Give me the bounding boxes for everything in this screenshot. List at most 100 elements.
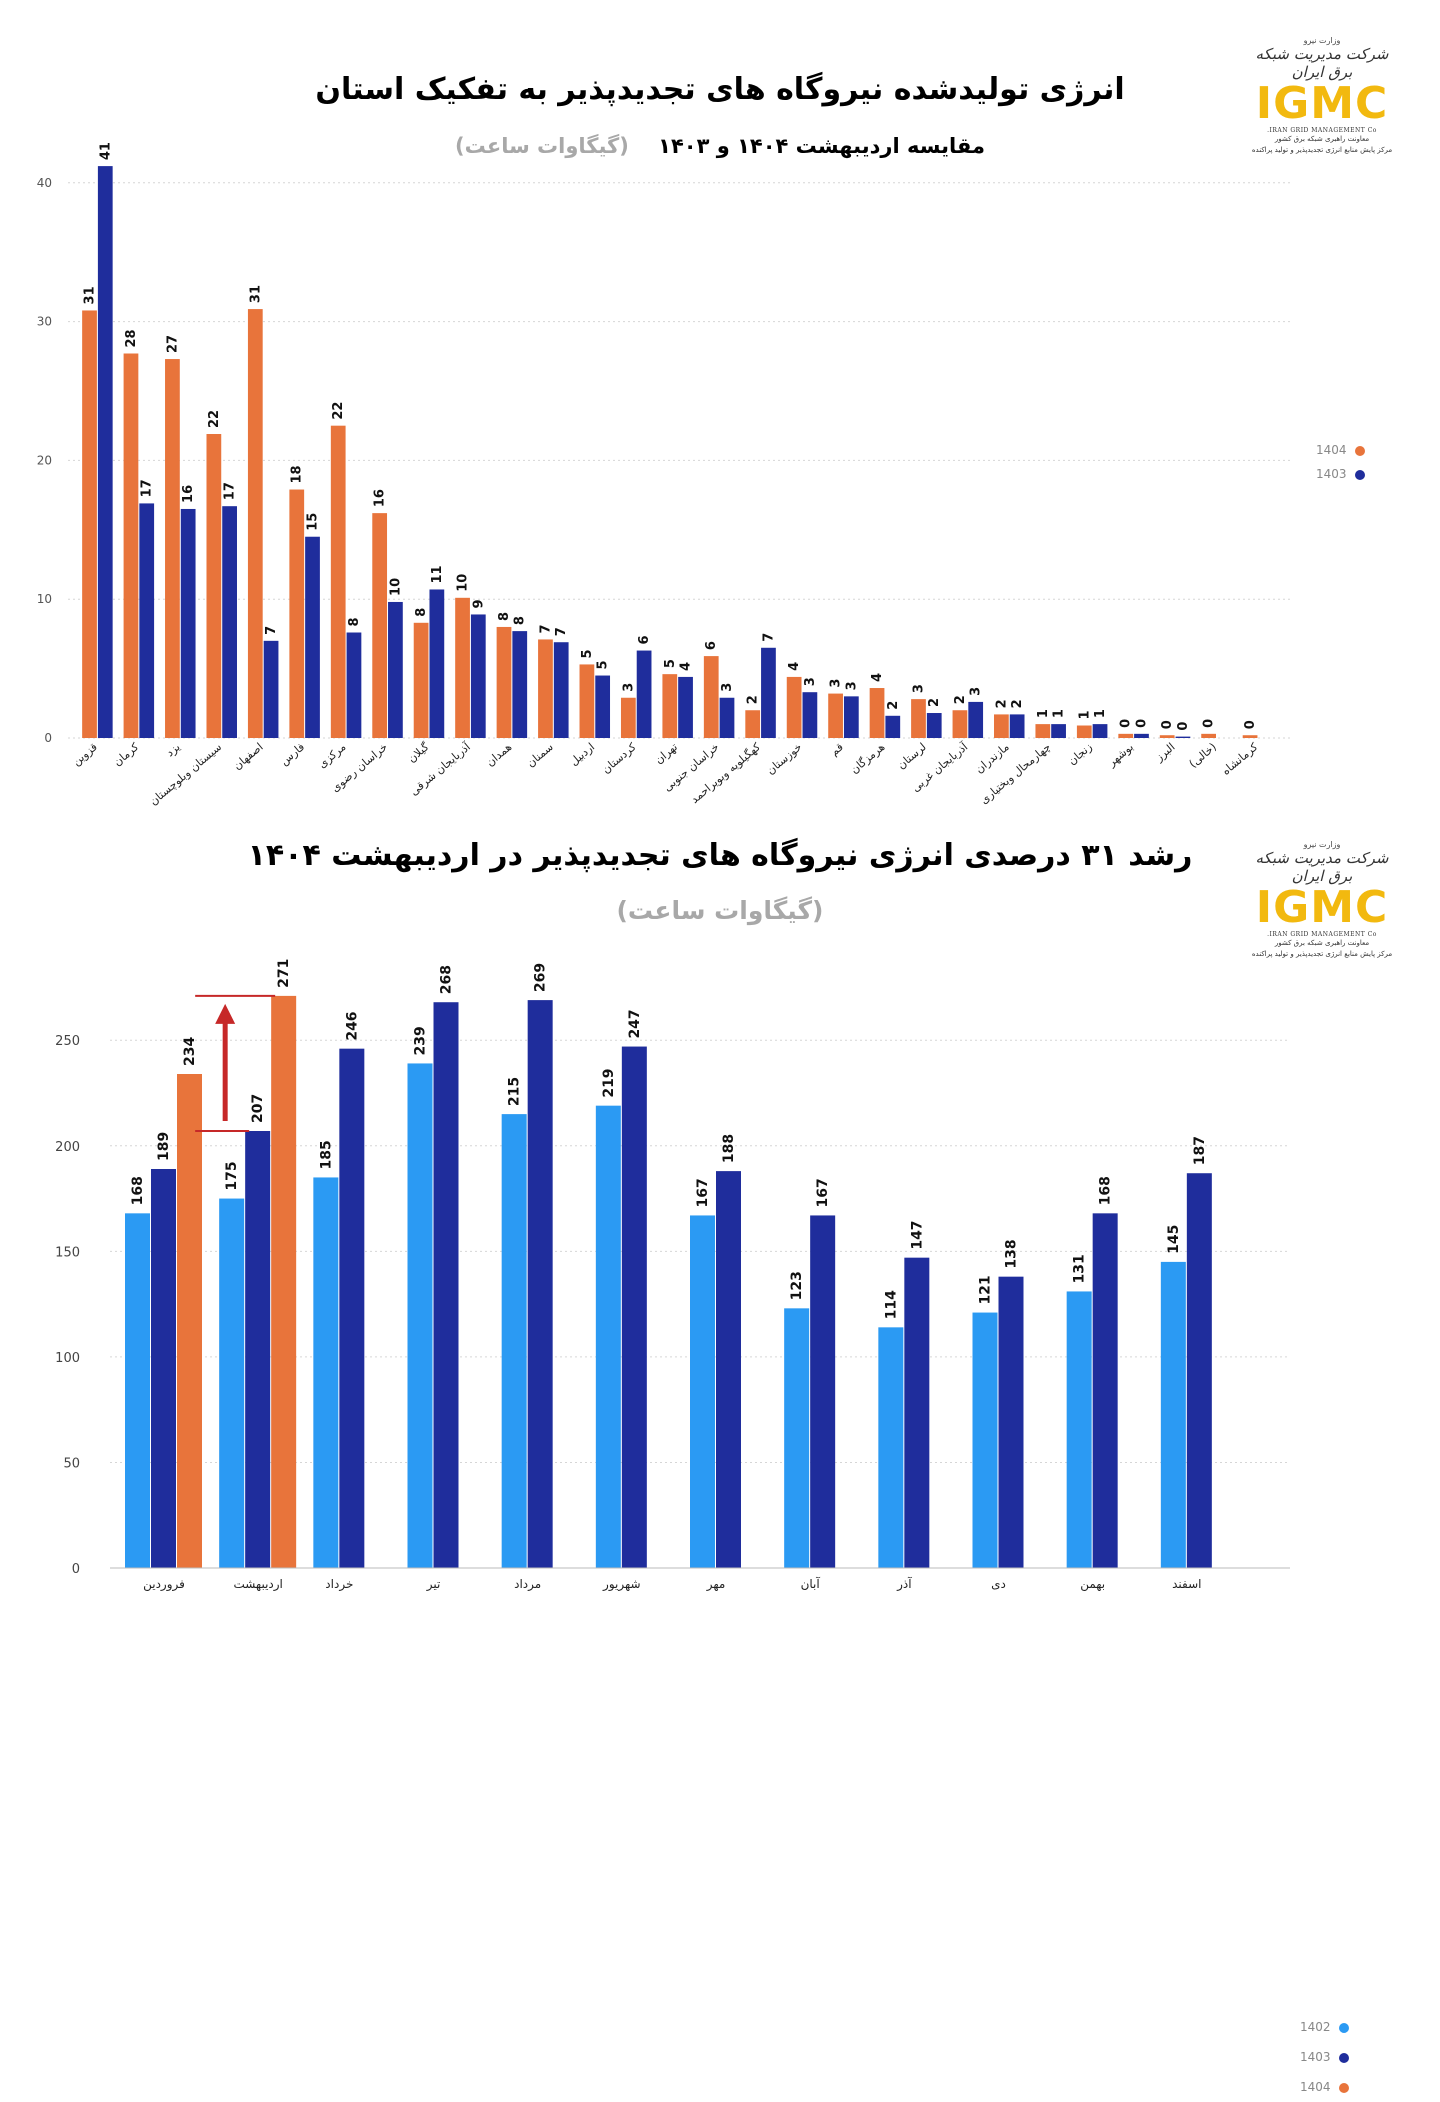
- chart2-subtitle: (گیگاوات ساعت): [616, 896, 824, 925]
- y-tick-label: 0: [44, 731, 52, 745]
- data-label: 131: [1072, 1254, 1088, 1283]
- data-label: 3: [621, 683, 636, 692]
- bar-1403: [1051, 724, 1066, 738]
- data-label: 188: [721, 1134, 737, 1163]
- legend-label-1404: 1404: [1300, 2080, 1331, 2094]
- data-label: 0: [1176, 722, 1191, 731]
- bar-1403: [527, 1000, 553, 1568]
- bar-1403: [968, 701, 984, 738]
- x-tick-label: مرکزی: [316, 740, 349, 771]
- x-tick-label: کردستان: [600, 740, 640, 776]
- bar-1403: [621, 1046, 647, 1568]
- bar-1404: [177, 1074, 202, 1568]
- data-label: 7: [761, 633, 776, 642]
- data-label: 1: [1036, 709, 1051, 718]
- bar-1403: [180, 508, 196, 738]
- data-label: 168: [1098, 1176, 1114, 1205]
- logo-line2-text: مرکز پایش منابع انرژی تجدیدپذیر و تولید …: [1251, 950, 1393, 958]
- data-label: 22: [331, 402, 346, 420]
- bar-1403: [926, 713, 942, 738]
- bar-1404: [786, 676, 802, 738]
- bar-1402: [1066, 1291, 1092, 1568]
- data-label: 7: [264, 626, 279, 635]
- logo-brand-text: IGMC: [1255, 882, 1389, 933]
- y-tick-label: 30: [37, 315, 52, 329]
- data-label: 4: [679, 662, 694, 671]
- logo-brand-text: IGMC: [1255, 78, 1389, 129]
- bar-1403: [1134, 733, 1149, 738]
- data-label: 22: [207, 410, 222, 428]
- bar-1403: [263, 640, 279, 738]
- bar-1404: [869, 688, 885, 738]
- bar-1404: [372, 513, 388, 738]
- data-label: 11: [430, 565, 445, 583]
- monthly-chart-panel: رشد ۳۱ درصدی انرژی نیروگاه های تجدیدپذیر…: [0, 820, 1440, 2094]
- x-tick-label: بوشهر: [1105, 740, 1136, 769]
- y-tick-label: 40: [37, 176, 52, 190]
- data-label: 219: [601, 1068, 617, 1097]
- x-tick-label: گیلان: [405, 740, 432, 765]
- x-tick-label: فروردین: [143, 1577, 185, 1592]
- bar-1402: [784, 1308, 810, 1568]
- bar-1403: [222, 506, 237, 738]
- x-tick-label: یزد: [164, 740, 183, 759]
- y-tick-label: 10: [37, 592, 52, 606]
- data-label: 5: [596, 660, 611, 669]
- chart1-subtitle-main: مقایسه اردیبهشت ۱۴۰۴ و ۱۴۰۳: [658, 134, 985, 158]
- bar-1403: [810, 1215, 836, 1568]
- bar-1403: [1092, 724, 1108, 738]
- x-tick-label: مرداد: [514, 1577, 541, 1592]
- bar-1404: [745, 710, 761, 738]
- bar-1403: [245, 1131, 271, 1568]
- bar-1403: [1092, 1213, 1118, 1568]
- data-label: 247: [627, 1009, 643, 1038]
- bar-1404: [579, 664, 595, 738]
- data-label: 7: [554, 627, 569, 636]
- x-tick-label: اردیبهشت: [233, 1577, 282, 1592]
- bar-1404: [271, 995, 297, 1568]
- data-label: 9: [471, 599, 486, 608]
- bar-1404: [911, 699, 926, 738]
- legend-swatch-1402: [1338, 2022, 1349, 2033]
- bar-1404: [123, 353, 139, 738]
- data-label: 234: [182, 1037, 198, 1066]
- bar-1403: [802, 692, 818, 738]
- bar-1402: [595, 1105, 621, 1568]
- x-tick-label: چهارمحال وبختیاری: [978, 740, 1054, 806]
- bar-1404: [994, 714, 1009, 738]
- bar-1403: [761, 647, 776, 738]
- data-label: 121: [978, 1275, 994, 1304]
- legend-label-1402: 1402: [1300, 2020, 1331, 2034]
- data-label: 16: [373, 489, 388, 507]
- bar-1402: [690, 1215, 715, 1568]
- data-label: 3: [844, 681, 859, 690]
- x-tick-label: آبان: [801, 1576, 821, 1591]
- x-tick-label: اردبیل: [567, 740, 597, 768]
- x-tick-label: (خالی): [1187, 740, 1219, 770]
- bar-1403: [1175, 736, 1191, 738]
- data-label: 2: [886, 701, 901, 710]
- bar-1403: [346, 632, 362, 738]
- data-label: 167: [695, 1178, 711, 1207]
- chart2-legend: 1402 1403 1404: [1300, 2012, 1349, 2102]
- bar-1404: [289, 489, 305, 738]
- bar-1403: [512, 631, 528, 738]
- data-label: 8: [497, 612, 512, 621]
- data-label: 0: [1202, 719, 1217, 728]
- logo-line2-text: مرکز پایش منابع انرژی تجدیدپذیر و تولید …: [1251, 146, 1393, 154]
- bar-1404: [455, 597, 470, 738]
- bar-1404: [206, 434, 222, 738]
- chart1-subtitle-unit: (گیگاوات ساعت): [455, 134, 629, 158]
- y-tick-label: 250: [55, 1034, 80, 1049]
- x-tick-label: تهران: [652, 740, 680, 766]
- monthly-bar-chart: 0 50 100 150 200 250 168 189 234 فروردین 175 207 271…: [55, 959, 1290, 1592]
- data-label: 269: [533, 963, 549, 992]
- y-tick-label: 20: [37, 453, 52, 467]
- legend-label-1404: 1404: [1316, 443, 1347, 457]
- bar-1403: [678, 676, 693, 738]
- data-label: 239: [413, 1026, 429, 1055]
- bar-1403: [151, 1169, 176, 1568]
- data-label: 31: [248, 285, 263, 303]
- data-label: 189: [156, 1132, 172, 1161]
- bar-1404: [1159, 735, 1175, 738]
